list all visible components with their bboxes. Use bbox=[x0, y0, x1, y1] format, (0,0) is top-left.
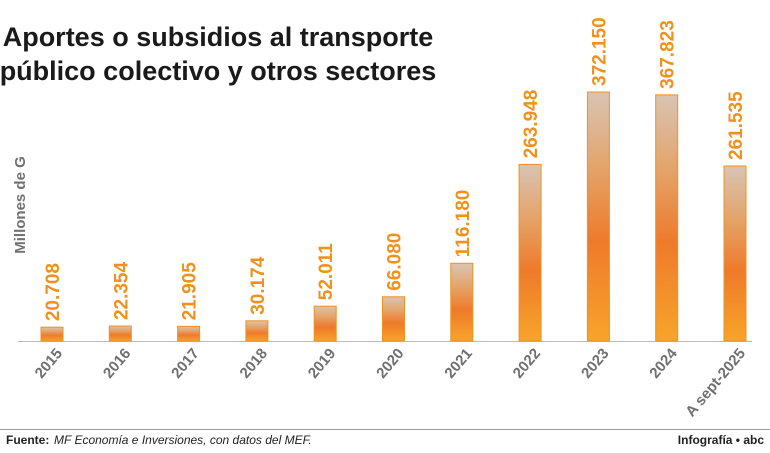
value-label: 367.823 bbox=[658, 20, 679, 89]
value-label: 372.150 bbox=[589, 17, 610, 86]
value-label: 22.354 bbox=[111, 261, 132, 320]
bar bbox=[382, 296, 405, 342]
x-tick-label: 2020 bbox=[373, 345, 407, 381]
x-tick-label: 2022 bbox=[510, 345, 544, 381]
x-tick-label: 2024 bbox=[646, 345, 681, 382]
value-label: 52.011 bbox=[316, 243, 337, 300]
chart-title: Aportes o subsidios al transporte bbox=[3, 22, 434, 52]
bar bbox=[108, 325, 132, 342]
chart-title: público colectivo y otros sectores bbox=[0, 56, 436, 86]
bar bbox=[518, 163, 542, 342]
bar bbox=[586, 91, 610, 342]
value-label: 116.180 bbox=[453, 190, 474, 258]
bar bbox=[313, 305, 337, 342]
bar bbox=[655, 94, 679, 342]
x-tick-label: A sept-2025 bbox=[682, 345, 749, 420]
bar bbox=[723, 165, 747, 342]
x-tick-label: 2016 bbox=[100, 345, 134, 381]
bar bbox=[40, 326, 64, 342]
value-label: 21.905 bbox=[180, 262, 201, 321]
source-text: MF Economía e Inversiones, con datos del… bbox=[54, 433, 312, 447]
source-label: Fuente: bbox=[6, 433, 49, 447]
credit: Infografía • abc bbox=[678, 433, 765, 447]
x-tick-label: 2018 bbox=[237, 345, 271, 381]
y-axis-label: Millones de G bbox=[12, 156, 29, 254]
value-label: 20.708 bbox=[43, 263, 64, 321]
x-tick-label: 2019 bbox=[305, 345, 339, 381]
value-label: 30.174 bbox=[248, 256, 269, 315]
x-tick-label: 2023 bbox=[578, 345, 612, 381]
x-tick-label: 2015 bbox=[32, 345, 66, 381]
value-label: 66.080 bbox=[385, 233, 406, 291]
x-tick-label: 2021 bbox=[441, 345, 475, 381]
bar bbox=[245, 320, 269, 342]
bar bbox=[177, 325, 201, 342]
value-label: 261.535 bbox=[726, 91, 747, 160]
value-label: 263.948 bbox=[521, 90, 542, 159]
bar bbox=[450, 262, 474, 342]
x-tick-label: 2017 bbox=[168, 345, 202, 381]
